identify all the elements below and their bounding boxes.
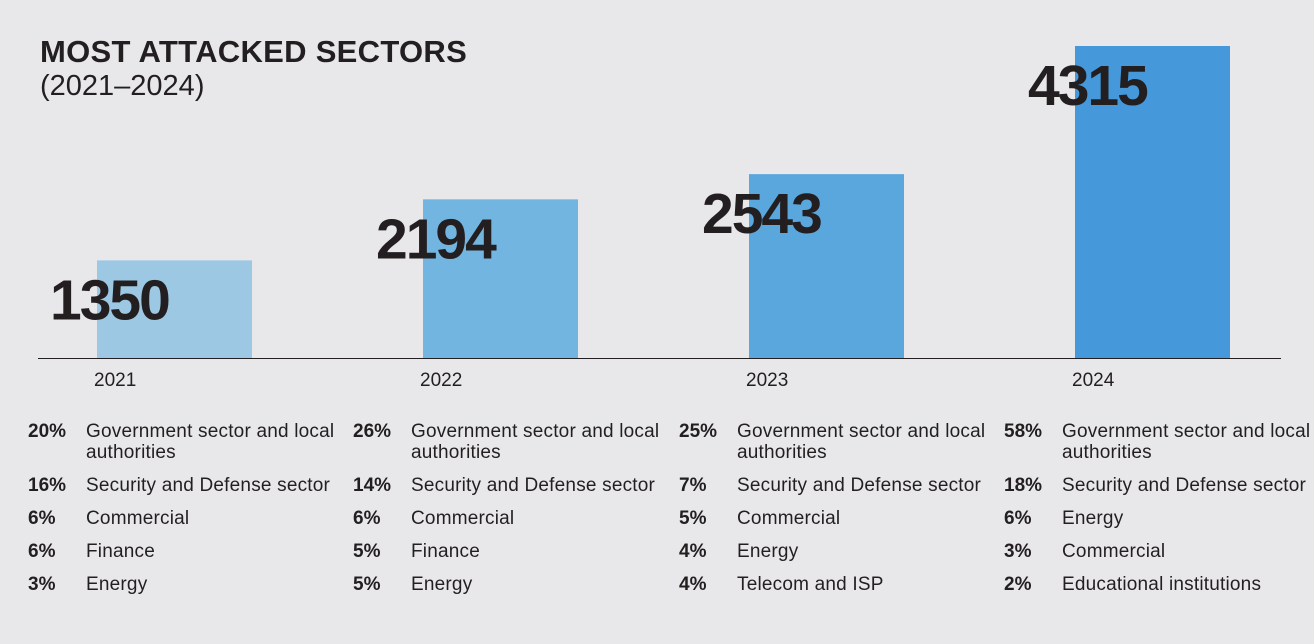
sector-label: Educational institutions	[1062, 574, 1262, 595]
sector-percent: 3%	[1004, 541, 1032, 562]
sector-list-2022: 26% Government sector and local authoriti…	[353, 421, 663, 607]
x-tick-label-2021: 2021	[94, 370, 136, 391]
sector-label: Energy	[86, 574, 148, 595]
sector-item: 4% Telecom and ISP	[679, 574, 989, 595]
bar-2022	[423, 199, 578, 358]
sector-list-2023: 25% Government sector and local authoriti…	[679, 421, 989, 607]
bar-chart: 1350 2021 2194 2022 2543 2023 4315 2024	[38, 46, 1281, 391]
sector-item: 20% Government sector and local authoriti…	[28, 421, 338, 463]
bar-2023	[749, 174, 904, 358]
sector-item: 5% Commercial	[679, 508, 989, 529]
sector-item: 4% Energy	[679, 541, 989, 562]
sector-percent: 2%	[1004, 574, 1032, 595]
sector-item: 6% Energy	[1004, 508, 1314, 529]
sector-item: 6% Commercial	[353, 508, 663, 529]
sector-label: Commercial	[1062, 541, 1166, 562]
sector-label: Government sector and local authorities	[1062, 421, 1311, 463]
sector-percent: 4%	[679, 541, 707, 562]
data-label-2022: 2194	[376, 207, 497, 271]
sector-item: 5% Energy	[353, 574, 663, 595]
sector-percent: 14%	[353, 475, 392, 496]
sector-label: Security and Defense sector	[86, 475, 331, 496]
chart-subtitle: (2021–2024)	[40, 70, 205, 102]
sector-item: 16% Security and Defense sector	[28, 475, 338, 496]
sector-item: 7% Security and Defense sector	[679, 475, 989, 496]
sector-label: Finance	[86, 541, 155, 562]
sector-percent: 6%	[28, 508, 56, 529]
sector-list-2024: 58% Government sector and local authoriti…	[1004, 421, 1314, 607]
sector-percent: 5%	[679, 508, 707, 529]
sector-item: 3% Energy	[28, 574, 338, 595]
sector-item: 14% Security and Defense sector	[353, 475, 663, 496]
sector-item: 26% Government sector and local authoriti…	[353, 421, 663, 463]
sector-percent: 25%	[679, 421, 718, 442]
sector-percent: 58%	[1004, 421, 1043, 442]
sector-label: Commercial	[86, 508, 190, 529]
sector-label: Commercial	[411, 508, 515, 529]
sector-label: Commercial	[737, 508, 841, 529]
sector-item: 25% Government sector and local authoriti…	[679, 421, 989, 463]
sector-label: Energy	[737, 541, 799, 562]
sector-percent: 16%	[28, 475, 67, 496]
data-label-2021: 1350	[50, 268, 169, 332]
data-label-2023: 2543	[702, 182, 821, 246]
sector-percent: 7%	[679, 475, 707, 496]
sector-percent: 26%	[353, 421, 392, 442]
sector-percent: 20%	[28, 421, 67, 442]
sector-label: Government sector and local authorities	[411, 421, 660, 463]
sector-label: Finance	[411, 541, 480, 562]
sector-percent: 5%	[353, 541, 381, 562]
sector-percent: 3%	[28, 574, 56, 595]
data-label-2024: 4315	[1028, 54, 1148, 118]
sector-label: Energy	[411, 574, 473, 595]
sector-label: Security and Defense sector	[411, 475, 656, 496]
sector-label: Government sector and local authorities	[737, 421, 986, 463]
sector-item: 6% Commercial	[28, 508, 338, 529]
sector-percent: 5%	[353, 574, 381, 595]
sector-label: Security and Defense sector	[737, 475, 982, 496]
sector-item: 5% Finance	[353, 541, 663, 562]
sector-percent: 4%	[679, 574, 707, 595]
sector-percent: 6%	[28, 541, 56, 562]
sector-item: 18% Security and Defense sector	[1004, 475, 1314, 496]
sector-item: 3% Commercial	[1004, 541, 1314, 562]
sector-item: 6% Finance	[28, 541, 338, 562]
x-tick-label-2022: 2022	[420, 370, 462, 391]
sector-percent: 6%	[1004, 508, 1032, 529]
x-tick-label-2023: 2023	[746, 370, 788, 391]
sector-percent: 18%	[1004, 475, 1043, 496]
sector-item: 2% Educational institutions	[1004, 574, 1314, 595]
sector-item: 58% Government sector and local authoriti…	[1004, 421, 1314, 463]
chart-title: MOST ATTACKED SECTORS	[40, 34, 468, 69]
bar-2024	[1075, 46, 1230, 358]
sector-list-2021: 20% Government sector and local authoriti…	[28, 421, 338, 607]
bar-2021	[97, 260, 252, 358]
sector-label: Government sector and local authorities	[86, 421, 335, 463]
sector-percent: 6%	[353, 508, 381, 529]
x-tick-label-2024: 2024	[1072, 370, 1115, 391]
sector-label: Energy	[1062, 508, 1124, 529]
sector-label: Security and Defense sector	[1062, 475, 1307, 496]
sector-label: Telecom and ISP	[737, 574, 884, 595]
